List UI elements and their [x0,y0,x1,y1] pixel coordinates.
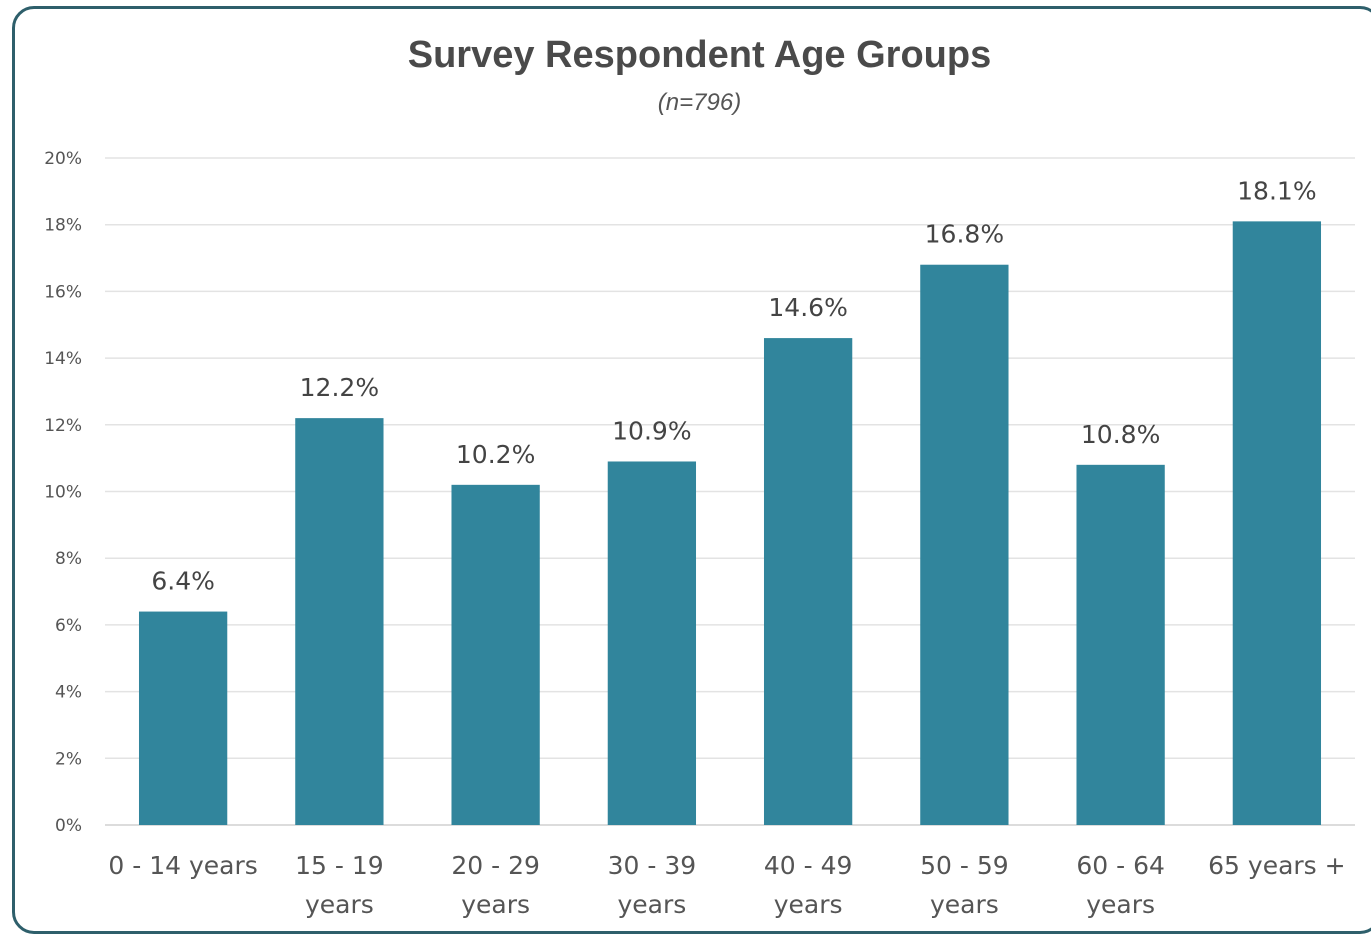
data-label: 10.9% [612,416,691,445]
data-label: 16.8% [925,220,1004,249]
x-category-label: 15 - 19 [295,851,384,880]
x-category-label: 20 - 29 [451,851,540,880]
data-label: 10.8% [1081,420,1160,449]
y-axis-ticks: 0% 2% 4% 6% 8% 10% 12% 14% 16% 18% 20% [44,149,82,836]
x-category-label: years [305,890,374,919]
bars [139,221,1321,825]
y-tick-label: 18% [44,216,82,236]
y-tick-label: 10% [44,483,82,503]
bar [295,418,383,825]
x-category-label: 0 - 14 years [108,851,257,880]
y-tick-label: 6% [55,616,82,636]
data-label: 18.1% [1237,176,1316,205]
x-category-label: 40 - 49 [764,851,853,880]
x-category-label: years [774,890,843,919]
y-tick-label: 16% [44,282,82,302]
x-category-label: years [461,890,530,919]
bar [139,612,227,825]
gridlines [105,158,1355,825]
x-category-label: 30 - 39 [608,851,697,880]
x-category-label: 60 - 64 [1076,851,1165,880]
bar [1233,221,1321,825]
x-category-label: 50 - 59 [920,851,1009,880]
bar [920,265,1008,825]
y-tick-label: 4% [55,683,82,703]
data-label: 12.2% [300,373,379,402]
x-category-label: years [930,890,999,919]
y-tick-label: 12% [44,416,82,436]
y-tick-label: 0% [55,816,82,836]
y-tick-label: 2% [55,749,82,769]
data-label: 14.6% [768,293,847,322]
data-label: 6.4% [151,567,215,596]
x-axis-categories: 0 - 14 years 15 - 19 years 20 - 29 years 30 -… [108,851,1345,919]
x-category-label: years [617,890,686,919]
x-category-label: 65 years + [1208,851,1345,880]
bar [608,461,696,825]
y-tick-label: 20% [44,149,82,169]
x-category-label: years [1086,890,1155,919]
y-tick-label: 8% [55,549,82,569]
bar [451,485,539,825]
y-tick-label: 14% [44,349,82,369]
data-label: 10.2% [456,440,535,469]
bar [764,338,852,825]
bar [1076,465,1164,825]
